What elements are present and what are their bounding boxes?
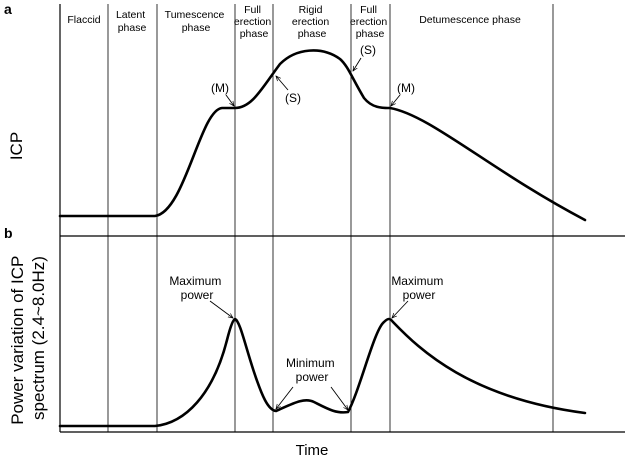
phase-label-tumescence: Tumescence phase xyxy=(165,9,228,34)
annotation-arrow xyxy=(353,57,362,71)
annotation-arrow xyxy=(391,94,401,106)
annotation-arrow xyxy=(225,94,234,106)
y-axis-label-icp: ICP xyxy=(7,132,26,160)
annotation-arrow xyxy=(209,300,233,318)
annotation-s-left: (S) xyxy=(285,91,301,105)
panel-b-label: b xyxy=(4,225,13,241)
annotation-m-right: (M) xyxy=(397,81,415,95)
annotation-s-right: (S) xyxy=(360,43,376,57)
annotation-arrow xyxy=(276,76,289,91)
phase-label-rigid-erection: Rigid erection phase xyxy=(292,4,332,40)
annotation-minimum-power: Minimum power xyxy=(286,356,338,384)
icp-curve xyxy=(58,49,587,222)
power-curve xyxy=(58,317,587,428)
x-axis-label-time: Time xyxy=(296,442,329,459)
annotation-m-left: (M) xyxy=(211,81,229,95)
annotation-arrow xyxy=(330,386,348,410)
phase-label-flaccid: Flaccid xyxy=(67,14,100,26)
annotation-maximum-power-left: Maximum power xyxy=(169,274,224,302)
phase-label-full-erection-1: Full erection phase xyxy=(234,4,274,40)
phase-label-full-erection-2: Full erection phase xyxy=(350,4,390,40)
phase-label-detumescence: Detumescence phase xyxy=(419,14,521,26)
phase-label-latent: Latent phase xyxy=(116,9,148,34)
y-axis-label-power: Power variation of ICP spectrum (2.4~8.0… xyxy=(8,251,48,425)
annotation-arrow xyxy=(392,300,409,318)
panel-a-label: a xyxy=(4,1,12,17)
annotation-arrow xyxy=(276,386,294,409)
annotation-maximum-power-right: Maximum power xyxy=(391,274,446,302)
